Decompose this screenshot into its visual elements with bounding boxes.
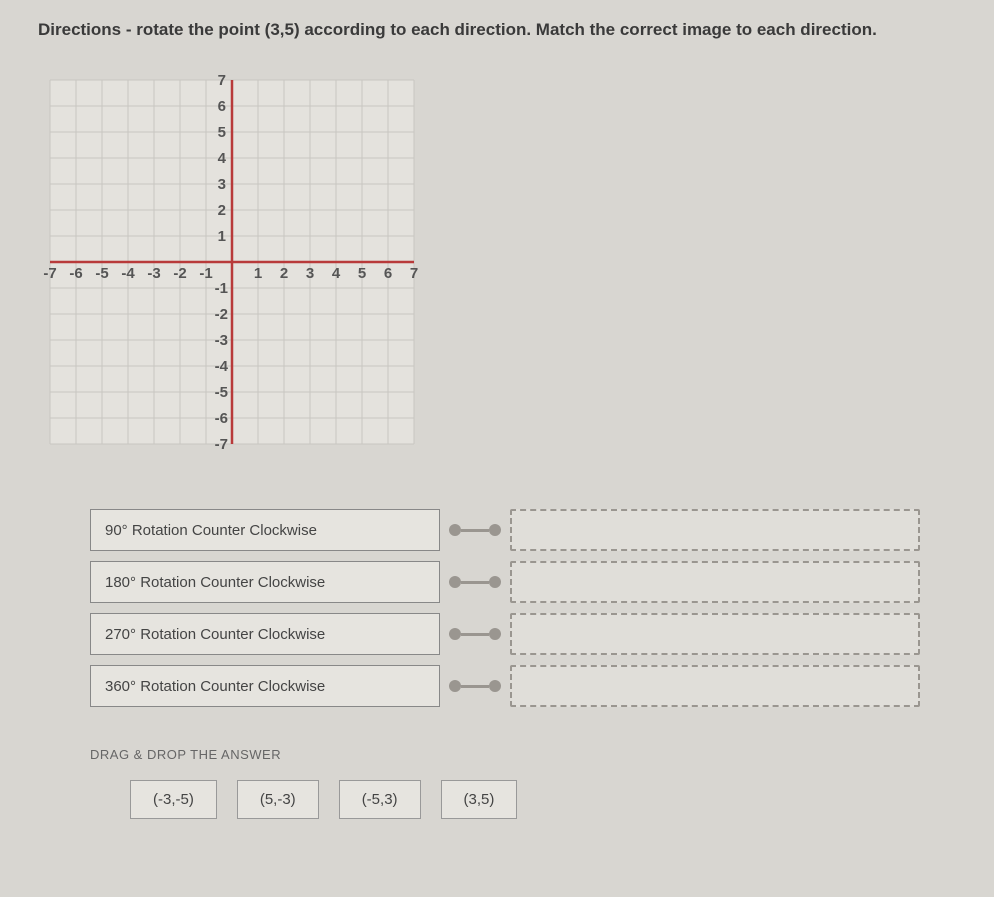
drop-zone-270[interactable] xyxy=(510,613,920,655)
svg-text:5: 5 xyxy=(358,265,366,282)
svg-text:4: 4 xyxy=(332,265,341,282)
grid-svg: 7654321-1-2-3-4-5-6-7-7-6-5-4-3-2-112345… xyxy=(20,70,444,464)
directions-text: Directions - rotate the point (3,5) acco… xyxy=(38,20,964,40)
svg-text:3: 3 xyxy=(306,265,314,282)
connector-icon xyxy=(440,524,510,536)
svg-text:-4: -4 xyxy=(121,265,135,282)
connector-icon xyxy=(440,680,510,692)
answer-bank: (-3,-5) (5,-3) (-5,3) (3,5) xyxy=(130,780,964,819)
drag-drop-label: DRAG & DROP THE ANSWER xyxy=(90,747,964,762)
svg-text:2: 2 xyxy=(218,202,226,219)
svg-text:-2: -2 xyxy=(173,265,186,282)
svg-text:6: 6 xyxy=(384,265,392,282)
svg-text:-3: -3 xyxy=(215,332,228,349)
svg-text:-1: -1 xyxy=(215,280,228,297)
svg-text:-3: -3 xyxy=(147,265,160,282)
match-row: 180° Rotation Counter Clockwise xyxy=(90,561,964,603)
drop-zone-180[interactable] xyxy=(510,561,920,603)
svg-text:7: 7 xyxy=(218,72,226,89)
svg-text:7: 7 xyxy=(410,265,418,282)
svg-text:-7: -7 xyxy=(215,436,228,453)
svg-text:6: 6 xyxy=(218,98,226,115)
svg-text:5: 5 xyxy=(218,124,226,141)
answer-chip[interactable]: (-5,3) xyxy=(339,780,421,819)
svg-text:-5: -5 xyxy=(215,384,228,401)
svg-text:4: 4 xyxy=(218,150,227,167)
prompt-90: 90° Rotation Counter Clockwise xyxy=(90,509,440,551)
drop-zone-360[interactable] xyxy=(510,665,920,707)
answer-chip[interactable]: (3,5) xyxy=(441,780,518,819)
connector-icon xyxy=(440,576,510,588)
svg-text:-2: -2 xyxy=(215,306,228,323)
svg-text:3: 3 xyxy=(218,176,226,193)
svg-text:-5: -5 xyxy=(95,265,108,282)
svg-text:-1: -1 xyxy=(199,265,212,282)
svg-text:-6: -6 xyxy=(215,410,228,427)
prompt-270: 270° Rotation Counter Clockwise xyxy=(90,613,440,655)
connector-icon xyxy=(440,628,510,640)
match-row: 90° Rotation Counter Clockwise xyxy=(90,509,964,551)
prompt-360: 360° Rotation Counter Clockwise xyxy=(90,665,440,707)
match-row: 360° Rotation Counter Clockwise xyxy=(90,665,964,707)
svg-text:1: 1 xyxy=(218,228,226,245)
svg-text:-4: -4 xyxy=(215,358,229,375)
prompt-180: 180° Rotation Counter Clockwise xyxy=(90,561,440,603)
drop-zone-90[interactable] xyxy=(510,509,920,551)
matching-area: 90° Rotation Counter Clockwise 180° Rota… xyxy=(90,509,964,707)
match-row: 270° Rotation Counter Clockwise xyxy=(90,613,964,655)
svg-text:-7: -7 xyxy=(43,265,56,282)
svg-text:1: 1 xyxy=(254,265,262,282)
answer-chip[interactable]: (-3,-5) xyxy=(130,780,217,819)
svg-text:2: 2 xyxy=(280,265,288,282)
coordinate-grid: 7654321-1-2-3-4-5-6-7-7-6-5-4-3-2-112345… xyxy=(20,70,964,469)
svg-text:-6: -6 xyxy=(69,265,82,282)
answer-chip[interactable]: (5,-3) xyxy=(237,780,319,819)
